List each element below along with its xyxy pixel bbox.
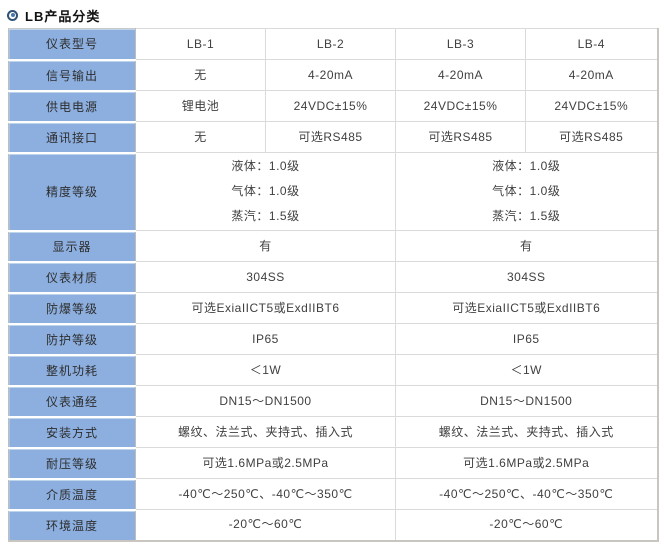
spec-value-cell: 24VDC±15% [525, 90, 658, 122]
spec-value-cell: 螺纹、法兰式、夹持式、插入式 [395, 416, 658, 448]
bullet-circle-icon [7, 9, 18, 21]
row-label: 通讯接口 [8, 121, 136, 154]
spec-value-cell: LB-2 [265, 28, 396, 60]
spec-value-cell: -20℃～60℃ [135, 509, 396, 541]
table-row: 整机功耗 ＜1W ＜1W [8, 354, 658, 387]
row-label: 精度等级 [8, 152, 136, 232]
table-row: 防爆等级 可选ExiaIICT5或ExdIIBT6 可选ExiaIICT5或ExdI… [8, 292, 658, 325]
spec-value-cell: ＜1W [135, 354, 396, 386]
row-label: 耐压等级 [8, 447, 136, 480]
spec-value-cell: 锂电池 [135, 90, 266, 122]
spec-value-cell: 304SS [395, 261, 658, 293]
spec-value-cell: 304SS [135, 261, 396, 293]
spec-value-cell: 4-20mA [525, 59, 658, 91]
row-label: 仪表型号 [8, 28, 136, 61]
table-row: 供电电源 锂电池 24VDC±15% 24VDC±15% 24VDC±15% [8, 90, 658, 123]
spec-value-cell: 可选ExiaIICT5或ExdIIBT6 [395, 292, 658, 324]
table-row: 介质温度 -40℃～250℃、-40℃～350℃ -40℃～250℃、-40℃～35… [8, 478, 658, 511]
spec-value-cell: 4-20mA [395, 59, 526, 91]
row-label: 整机功耗 [8, 354, 136, 387]
row-label: 信号输出 [8, 59, 136, 92]
spec-value-cell: 可选RS485 [265, 121, 396, 153]
spec-value-cell: 可选RS485 [395, 121, 526, 153]
page-title: LB产品分类 [25, 8, 101, 24]
spec-value-cell: 24VDC±15% [265, 90, 396, 122]
table-row: 通讯接口无可选RS485 可选RS485 可选RS485 [8, 121, 658, 154]
row-label: 安装方式 [8, 416, 136, 449]
table-row: 仪表通经 DN15～DN1500 DN15～DN1500 [8, 385, 658, 418]
spec-value-cell: 有 [135, 230, 396, 262]
spec-value-cell: IP65 [395, 323, 658, 355]
spec-value-cell: DN15～DN1500 [135, 385, 396, 417]
bullet-circle-ring [9, 11, 16, 19]
table-row: 环境温度 -20℃～60℃ -20℃～60℃ [8, 509, 658, 541]
row-label: 环境温度 [8, 509, 136, 541]
section-title-bar: LB产品分类 [0, 0, 669, 28]
spec-value-cell: 无 [135, 121, 266, 153]
spec-value-cell: -20℃～60℃ [395, 509, 658, 541]
row-label: 仪表材质 [8, 261, 136, 294]
spec-value-cell: LB-1 [135, 28, 266, 60]
table-row: 精度等级 液体：1.0级 气体：1.0级 蒸汽：1.5级 液体：1.0级 气体：1.… [8, 152, 658, 232]
table-row: 仪表材质 304SS 304SS [8, 261, 658, 294]
spec-value-cell: IP65 [135, 323, 396, 355]
table-row: 耐压等级 可选1.6MPa或2.5MPa 可选1.6MPa或2.5MPa [8, 447, 658, 480]
spec-value-cell: -40℃～250℃、-40℃～350℃ [135, 478, 396, 510]
table-row: 显示器有有 [8, 230, 658, 263]
product-spec-table: 仪表型号 LB-1 LB-2 LB-3 LB-4 信号输出无 4-20mA 4-20mA 4-2… [8, 28, 659, 542]
row-label: 仪表通经 [8, 385, 136, 418]
table-row: 安装方式 螺纹、法兰式、夹持式、插入式 螺纹、法兰式、夹持式、插入式 [8, 416, 658, 449]
spec-value-cell: 可选RS485 [525, 121, 658, 153]
spec-value-cell: -40℃～250℃、-40℃～350℃ [395, 478, 658, 510]
row-label: 防爆等级 [8, 292, 136, 325]
spec-value-cell: 液体：1.0级 气体：1.0级 蒸汽：1.5级 [395, 152, 658, 231]
spec-value-cell: 4-20mA [265, 59, 396, 91]
spec-value-cell: 可选1.6MPa或2.5MPa [395, 447, 658, 479]
spec-value-cell: 螺纹、法兰式、夹持式、插入式 [135, 416, 396, 448]
row-label: 介质温度 [8, 478, 136, 511]
row-label: 供电电源 [8, 90, 136, 123]
spec-value-cell: 液体：1.0级 气体：1.0级 蒸汽：1.5级 [135, 152, 396, 231]
row-label: 显示器 [8, 230, 136, 263]
spec-value-cell: LB-3 [395, 28, 526, 60]
table-row: 信号输出无 4-20mA 4-20mA 4-20mA [8, 59, 658, 92]
spec-value-cell: 无 [135, 59, 266, 91]
spec-value-cell: ＜1W [395, 354, 658, 386]
spec-value-cell: 可选ExiaIICT5或ExdIIBT6 [135, 292, 396, 324]
spec-value-cell: DN15～DN1500 [395, 385, 658, 417]
bullet-circle-dot [10, 13, 15, 17]
table-row: 防护等级 IP65 IP65 [8, 323, 658, 356]
spec-table-body: 仪表型号 LB-1 LB-2 LB-3 LB-4 信号输出无 4-20mA 4-20mA 4-2… [8, 28, 658, 541]
spec-value-cell: 24VDC±15% [395, 90, 526, 122]
table-row: 仪表型号 LB-1 LB-2 LB-3 LB-4 [8, 28, 658, 61]
row-label: 防护等级 [8, 323, 136, 356]
spec-value-cell: 有 [395, 230, 658, 262]
spec-value-cell: LB-4 [525, 28, 658, 60]
spec-value-cell: 可选1.6MPa或2.5MPa [135, 447, 396, 479]
